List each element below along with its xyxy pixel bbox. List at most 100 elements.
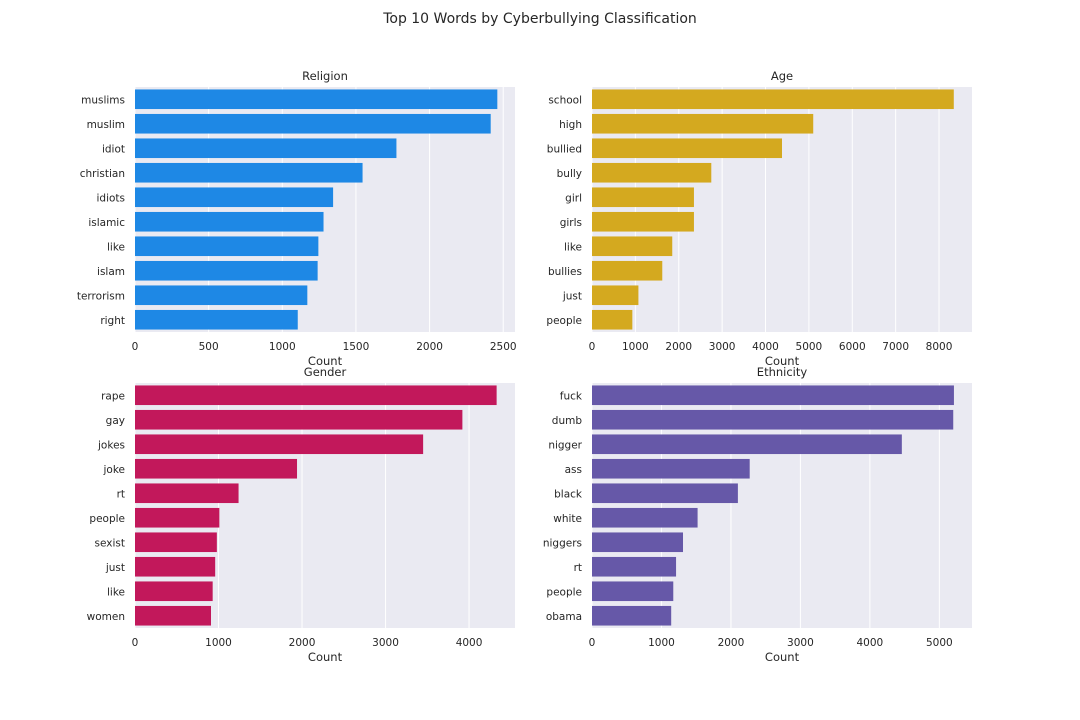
x-tick-label: 0 xyxy=(589,637,596,649)
bar xyxy=(592,162,712,183)
y-tick-label: niggers xyxy=(543,537,582,549)
bar xyxy=(592,309,633,330)
bar xyxy=(135,605,211,626)
bar xyxy=(135,581,213,602)
x-tick-label: 3000 xyxy=(787,637,814,649)
bar xyxy=(135,556,216,577)
y-tick-label: bullied xyxy=(547,143,582,155)
y-tick-label: people xyxy=(546,315,582,327)
x-tick-label: 0 xyxy=(132,637,139,649)
bar xyxy=(592,260,663,281)
y-tick-label: sexist xyxy=(95,537,125,549)
bar xyxy=(135,211,324,232)
y-tick-label: gay xyxy=(106,415,125,427)
y-tick-label: black xyxy=(554,488,583,500)
y-tick-label: idiot xyxy=(102,143,125,155)
y-tick-label: islamic xyxy=(88,217,125,229)
x-tick-label: 4000 xyxy=(456,637,483,649)
bar xyxy=(592,483,738,504)
subplot-ethnicity: fuck dumb nigger ass black white niggers rt peop… xyxy=(543,365,972,664)
y-tick-label: muslim xyxy=(87,119,125,131)
bar xyxy=(592,385,954,406)
y-tick-label: girls xyxy=(560,217,582,229)
y-tick-label: rape xyxy=(101,390,125,402)
bar xyxy=(592,556,677,577)
subplot-religion: muslims muslim idiot christian idiots islamic… xyxy=(77,69,517,368)
x-tick-label: 2000 xyxy=(718,637,745,649)
x-tick-label: 5000 xyxy=(796,341,823,353)
y-tick-label: dumb xyxy=(552,415,583,427)
x-axis-label: Count xyxy=(765,354,800,368)
bar xyxy=(135,385,497,406)
y-tick-label: high xyxy=(559,119,582,131)
x-tick-label: 2000 xyxy=(665,341,692,353)
bar xyxy=(135,285,308,306)
x-tick-label: 6000 xyxy=(839,341,866,353)
bar xyxy=(135,138,397,159)
x-tick-label: 1000 xyxy=(269,341,296,353)
y-tick-label: nigger xyxy=(548,439,582,451)
y-tick-label: girl xyxy=(565,192,582,204)
x-tick-label: 0 xyxy=(589,341,596,353)
x-axis-label: Count xyxy=(308,650,343,664)
subplot-title: Ethnicity xyxy=(757,365,808,379)
bar xyxy=(135,260,318,281)
y-tick-label: ass xyxy=(565,464,582,476)
x-tick-label: 1000 xyxy=(205,637,232,649)
y-tick-label: people xyxy=(89,513,125,525)
bar xyxy=(135,458,298,479)
subplot-title: Religion xyxy=(302,69,348,83)
x-tick-label: 3000 xyxy=(372,637,399,649)
y-tick-label: terrorism xyxy=(77,290,125,302)
x-axis-label: Count xyxy=(765,650,800,664)
y-tick-label: bully xyxy=(557,168,582,180)
x-axis-label: Count xyxy=(308,354,343,368)
y-tick-label: like xyxy=(107,241,125,253)
y-tick-label: rt xyxy=(117,488,125,500)
x-tick-label: 2000 xyxy=(289,637,316,649)
bar xyxy=(592,434,902,455)
subplot-title: Age xyxy=(771,69,793,83)
x-tick-label: 2500 xyxy=(490,341,517,353)
y-tick-label: christian xyxy=(80,168,125,180)
bar xyxy=(592,532,684,553)
bar xyxy=(592,236,673,257)
subplot-title: Gender xyxy=(304,365,347,379)
y-tick-label: white xyxy=(553,513,582,525)
x-tick-label: 7000 xyxy=(882,341,909,353)
bar xyxy=(135,434,424,455)
bar xyxy=(592,409,954,430)
x-tick-label: 0 xyxy=(132,341,139,353)
y-tick-label: jokes xyxy=(97,439,125,451)
y-tick-label: women xyxy=(87,611,125,623)
y-tick-label: joke xyxy=(102,464,125,476)
y-tick-label: just xyxy=(105,562,125,574)
figure-suptitle: Top 10 Words by Cyberbullying Classifica… xyxy=(383,11,697,27)
bar xyxy=(592,458,750,479)
y-tick-label: just xyxy=(562,290,582,302)
subplot-age: school high bullied bully girl girls like bulli… xyxy=(546,69,972,368)
bar xyxy=(592,187,694,208)
x-tick-label: 4000 xyxy=(752,341,779,353)
bar xyxy=(135,187,334,208)
y-tick-label: school xyxy=(548,94,582,106)
y-tick-label: people xyxy=(546,586,582,598)
bar xyxy=(135,409,463,430)
y-tick-label: right xyxy=(100,315,125,327)
bar xyxy=(592,507,698,528)
x-tick-label: 1000 xyxy=(648,637,675,649)
y-tick-label: like xyxy=(564,241,582,253)
subplot-gender: rape gay jokes joke rt people sexist just like wo… xyxy=(87,365,515,664)
y-tick-label: fuck xyxy=(560,390,583,402)
x-tick-label: 3000 xyxy=(709,341,736,353)
y-tick-label: like xyxy=(107,586,125,598)
bar xyxy=(135,113,491,134)
bar xyxy=(135,236,319,257)
bar xyxy=(135,162,363,183)
bar xyxy=(135,507,220,528)
bar xyxy=(135,532,217,553)
x-tick-label: 1500 xyxy=(343,341,370,353)
x-tick-label: 8000 xyxy=(926,341,953,353)
